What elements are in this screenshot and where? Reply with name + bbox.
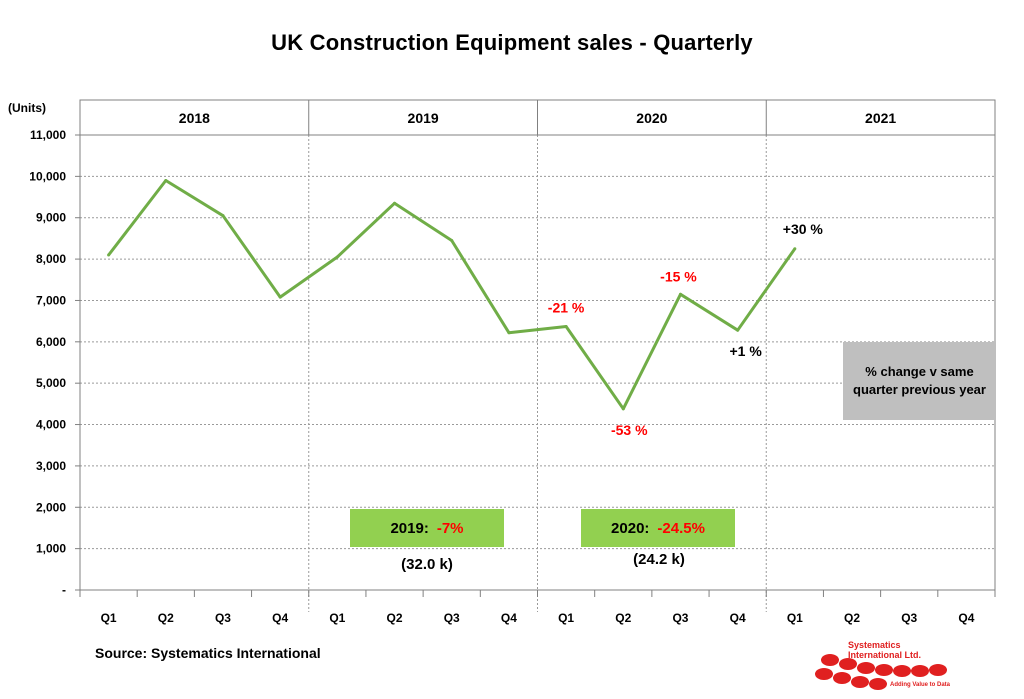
summary-change: -7% bbox=[436, 519, 464, 537]
summary-box-2020: 2020: -24.5% bbox=[581, 509, 735, 547]
data-point bbox=[621, 407, 625, 411]
year-label: 2019 bbox=[408, 110, 439, 126]
summary-box-2019: 2019: -7% bbox=[350, 509, 504, 547]
data-point bbox=[278, 295, 282, 299]
data-point bbox=[736, 328, 740, 332]
change-note-text: % change v same quarter previous year bbox=[853, 364, 986, 397]
y-tick-label: 8,000 bbox=[36, 252, 66, 266]
summary-label: 2019: bbox=[390, 519, 429, 537]
y-tick-label: 6,000 bbox=[36, 335, 66, 349]
x-tick-label: Q1 bbox=[101, 611, 117, 625]
y-tick-label: 4,000 bbox=[36, 418, 66, 432]
y-axis-label: (Units) bbox=[8, 101, 46, 115]
year-label: 2021 bbox=[865, 110, 896, 126]
logo-name: Systematics International Ltd. bbox=[848, 640, 921, 660]
logo-icon bbox=[815, 654, 947, 690]
y-tick-label: - bbox=[62, 583, 66, 597]
data-point bbox=[393, 201, 397, 205]
year-label: 2018 bbox=[179, 110, 210, 126]
x-tick-label: Q3 bbox=[215, 611, 231, 625]
summary-label: 2020: bbox=[611, 519, 650, 537]
x-tick-label: Q2 bbox=[158, 611, 174, 625]
data-point bbox=[678, 292, 682, 296]
x-tick-label: Q4 bbox=[958, 611, 974, 625]
y-tick-label: 11,000 bbox=[30, 128, 66, 142]
x-tick-label: Q4 bbox=[272, 611, 288, 625]
systematics-logo: Systematics International Ltd. Adding Va… bbox=[808, 638, 968, 694]
x-tick-label: Q1 bbox=[787, 611, 803, 625]
x-tick-label: Q3 bbox=[444, 611, 460, 625]
data-point bbox=[507, 331, 511, 335]
data-point bbox=[164, 179, 168, 182]
y-tick-label: 3,000 bbox=[36, 459, 66, 473]
y-tick-label: 5,000 bbox=[36, 376, 66, 390]
x-tick-label: Q1 bbox=[329, 611, 345, 625]
source-text: Source: Systematics International bbox=[95, 645, 321, 661]
y-tick-label: 1,000 bbox=[36, 542, 66, 556]
summary-units-2020: (24.2 k) bbox=[633, 551, 685, 568]
y-tick-label: 9,000 bbox=[36, 211, 66, 225]
chart-title: UK Construction Equipment sales - Quarte… bbox=[271, 30, 753, 55]
logo-tagline: Adding Value to Data bbox=[890, 682, 951, 688]
data-point bbox=[564, 325, 568, 329]
data-point bbox=[793, 247, 797, 251]
x-tick-label: Q4 bbox=[501, 611, 517, 625]
series-line bbox=[107, 179, 797, 411]
x-tick-label: Q2 bbox=[844, 611, 860, 625]
x-tick-label: Q3 bbox=[901, 611, 917, 625]
data-point bbox=[221, 214, 225, 218]
pct-change-label: -15 % bbox=[660, 268, 697, 284]
year-label: 2020 bbox=[636, 110, 667, 126]
data-point bbox=[450, 238, 454, 242]
x-tick-label: Q1 bbox=[558, 611, 574, 625]
y-tick-label: 2,000 bbox=[36, 500, 66, 514]
x-tick-label: Q3 bbox=[672, 611, 688, 625]
pct-change-label: -53 % bbox=[611, 422, 648, 438]
pct-change-label: +30 % bbox=[783, 221, 824, 237]
summary-units-2019: (32.0 k) bbox=[401, 556, 453, 573]
y-tick-label: 10,000 bbox=[29, 169, 66, 183]
summary-change: -24.5% bbox=[657, 519, 705, 537]
x-tick-label: Q4 bbox=[730, 611, 746, 625]
y-tick-label: 7,000 bbox=[36, 293, 66, 307]
pct-change-label: +1 % bbox=[730, 343, 763, 359]
x-tick-label: Q2 bbox=[387, 611, 403, 625]
pct-change-label: -21 % bbox=[548, 300, 585, 316]
x-tick-label: Q2 bbox=[615, 611, 631, 625]
data-point bbox=[335, 255, 339, 259]
change-note-box: % change v same quarter previous year bbox=[843, 342, 996, 420]
data-point bbox=[107, 253, 111, 257]
